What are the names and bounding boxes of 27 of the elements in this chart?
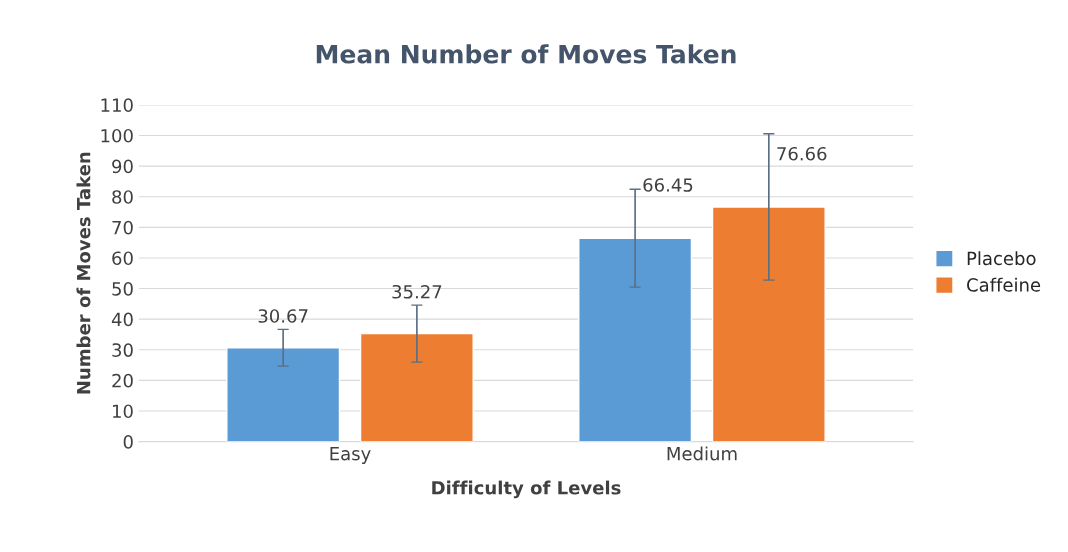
bar [578, 237, 693, 442]
y-axis-title: Number of Moves Taken [76, 152, 91, 394]
y-tick-label: 90 [112, 159, 133, 174]
y-tick-label: 30 [112, 343, 133, 357]
data-label: 66.45 [643, 178, 693, 192]
y-tick-label: 70 [112, 220, 133, 235]
bar [359, 332, 474, 442]
y-tick-label: 60 [112, 251, 133, 266]
y-tick-label: 0 [123, 435, 133, 449]
chart-title: Mean Number of Moves Taken [316, 44, 736, 64]
data-label: 35.27 [392, 284, 442, 299]
x-tick-label: Medium [667, 446, 737, 461]
y-tick-label: 50 [112, 282, 133, 296]
bar [711, 206, 826, 442]
y-tick-label: 110 [101, 98, 133, 112]
y-tick-label: 80 [112, 190, 133, 204]
x-axis-title: Difficulty of Levels [432, 480, 621, 499]
y-tick-label: 40 [111, 312, 133, 327]
data-label: 76.66 [777, 146, 827, 161]
y-tick-label: 100 [101, 128, 133, 143]
bar [226, 347, 341, 442]
y-tick-label: 20 [112, 373, 133, 388]
data-label: 30.67 [258, 309, 308, 323]
x-tick-label: Easy [330, 447, 371, 464]
legend-label: Placebo [967, 251, 1036, 266]
y-tick-label: 10 [112, 404, 133, 419]
legend-label: Caffeine [967, 277, 1041, 292]
